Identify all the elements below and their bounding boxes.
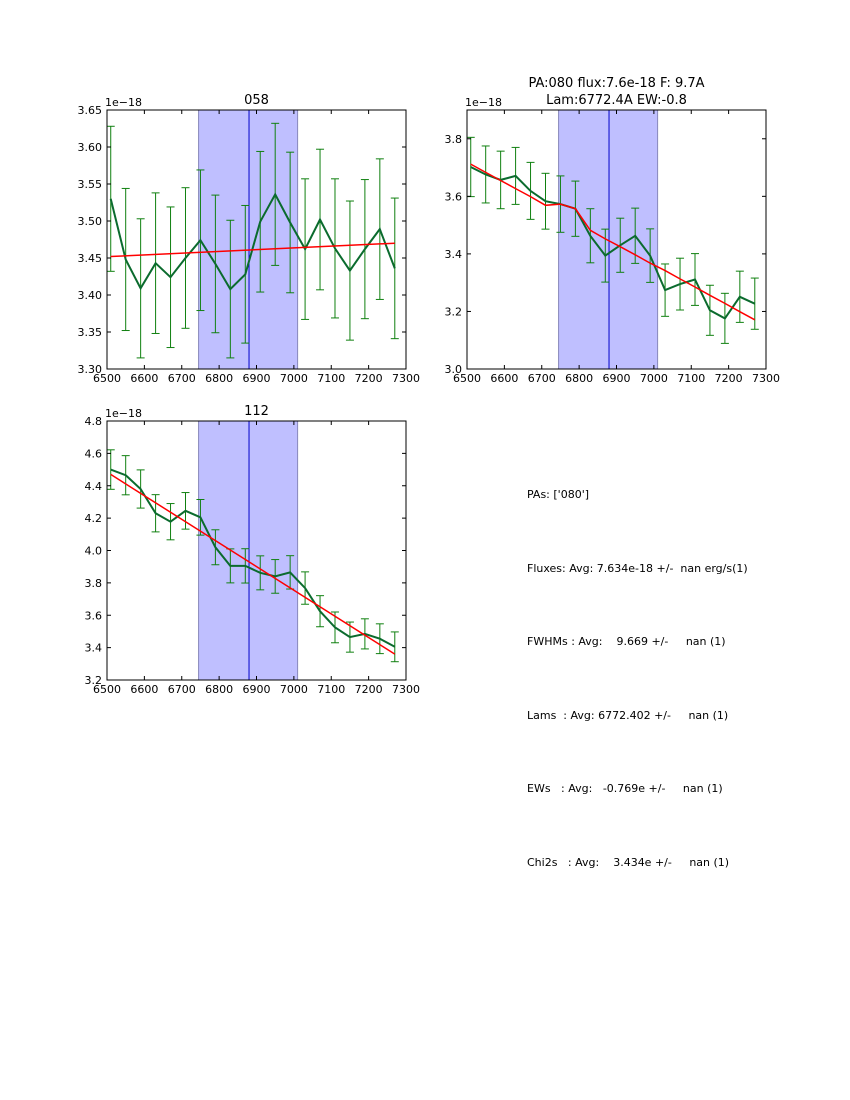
x-tick-label: 7200 xyxy=(715,372,743,385)
y-tick-label: 4.4 xyxy=(85,480,103,493)
x-tick-label: 6900 xyxy=(603,372,631,385)
x-tick-label: 6500 xyxy=(453,372,481,385)
x-tick-label: 6600 xyxy=(130,372,158,385)
summary-fluxes: Fluxes: Avg: 7.634e-18 +/- nan erg/s(1) xyxy=(527,561,748,575)
x-tick-label: 6900 xyxy=(243,372,271,385)
x-tick-label: 7100 xyxy=(677,372,705,385)
x-tick-label: 7100 xyxy=(317,372,345,385)
y-tick-label: 3.0 xyxy=(445,363,463,376)
y-tick-label: 3.35 xyxy=(78,326,103,339)
plot-area xyxy=(107,421,399,680)
y-tick-label: 3.2 xyxy=(445,305,463,318)
x-tick-label: 7100 xyxy=(317,683,345,696)
shaded-line-window xyxy=(198,110,299,369)
x-tick-label: 6500 xyxy=(93,372,121,385)
summary-chi2s: Chi2s : Avg: 3.434e +/- nan (1) xyxy=(527,855,730,869)
x-tick-label: 6700 xyxy=(528,372,556,385)
summary-panel: PAs: ['080'] Fluxes: Avg: 7.634e-18 +/- … xyxy=(527,434,748,900)
plot-area xyxy=(107,110,399,369)
plot-area xyxy=(467,110,759,369)
x-tick-label: 7200 xyxy=(355,372,383,385)
x-tick-label: 7300 xyxy=(392,372,420,385)
summary-ews: EWs : Avg: -0.769e +/- nan (1) xyxy=(527,782,723,795)
y-tick-label: 3.2 xyxy=(85,674,103,687)
y-tick-label: 3.4 xyxy=(445,248,463,261)
y-offset-label: 1e−18 xyxy=(105,96,142,109)
x-tick-label: 6700 xyxy=(168,683,196,696)
y-tick-label: 4.2 xyxy=(85,512,103,525)
x-tick-label: 7300 xyxy=(392,683,420,696)
subplot-title: 058 xyxy=(244,93,269,108)
summary-lams: Lams : Avg: 6772.402 +/- nan (1) xyxy=(527,708,729,722)
y-tick-label: 4.0 xyxy=(85,545,103,558)
y-tick-label: 3.8 xyxy=(445,133,463,146)
x-tick-label: 7000 xyxy=(640,372,668,385)
y-tick-label: 3.50 xyxy=(78,215,103,228)
subplot-title: 112 xyxy=(244,404,269,419)
subplot-title: Lam:6772.4A EW:-0.8 xyxy=(546,93,687,108)
subplot-112: 6500 6600 6700 6800 6900 7000 7100 7200 7300 3.2 3… xyxy=(85,404,421,696)
data-series-line xyxy=(109,192,396,291)
shaded-line-window xyxy=(558,110,659,369)
x-tick-label: 6800 xyxy=(565,372,593,385)
x-tick-label: 7300 xyxy=(752,372,780,385)
y-tick-label: 4.8 xyxy=(85,415,103,428)
y-tick-label: 3.6 xyxy=(85,609,103,622)
y-tick-label: 4.6 xyxy=(85,447,103,460)
y-tick-label: 3.60 xyxy=(78,141,103,154)
x-tick-label: 6900 xyxy=(243,683,271,696)
y-tick-label: 3.45 xyxy=(78,252,103,265)
fit-series-line xyxy=(110,242,395,258)
data-series-line xyxy=(470,166,756,320)
x-tick-label: 6600 xyxy=(490,372,518,385)
x-tick-label: 6800 xyxy=(205,372,233,385)
fit-series-line xyxy=(110,473,396,655)
y-tick-label: 3.6 xyxy=(445,190,463,203)
summary-fwhms: FWHMs : Avg: 9.669 +/- nan (1) xyxy=(527,635,726,648)
x-tick-label: 7000 xyxy=(280,372,308,385)
y-tick-label: 3.65 xyxy=(78,104,103,117)
x-tick-label: 6800 xyxy=(205,683,233,696)
y-tick-label: 3.30 xyxy=(78,363,103,376)
y-tick-label: 3.4 xyxy=(85,642,103,655)
x-tick-label: 7200 xyxy=(355,683,383,696)
y-tick-label: 3.55 xyxy=(78,178,103,191)
subplot-title: PA:080 flux:7.6e-18 F: 9.7A xyxy=(528,76,704,91)
x-tick-label: 6500 xyxy=(93,683,121,696)
x-tick-label: 7000 xyxy=(280,683,308,696)
y-offset-label: 1e−18 xyxy=(105,407,142,420)
y-offset-label: 1e−18 xyxy=(465,96,502,109)
subplot-058: 6500 6600 6700 6800 6900 7000 7100 7200 7300 3.30… xyxy=(78,93,421,385)
shaded-line-window xyxy=(198,421,299,680)
y-tick-label: 3.8 xyxy=(85,577,103,590)
data-series-line xyxy=(110,468,396,648)
subplot-pa080: 6500 6600 6700 6800 6900 7000 7100 7200 7300 3.0 3… xyxy=(445,76,781,385)
y-tick-label: 3.40 xyxy=(78,289,103,302)
fit-series-line xyxy=(470,163,756,321)
summary-pas: PAs: ['080'] xyxy=(527,488,590,501)
x-tick-label: 6600 xyxy=(130,683,158,696)
x-tick-label: 6700 xyxy=(168,372,196,385)
